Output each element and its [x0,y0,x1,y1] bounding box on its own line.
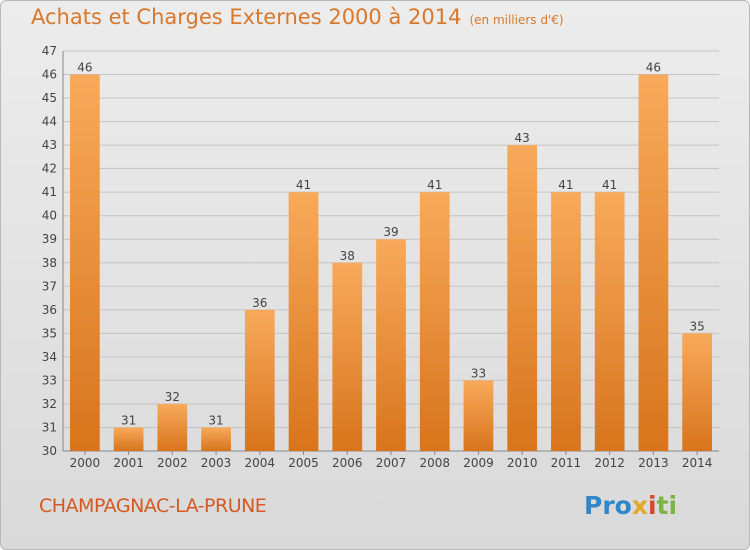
value-label: 36 [252,296,267,310]
logo-part: x [631,491,648,520]
bar [244,309,275,451]
y-tick-label: 35 [42,326,57,340]
x-tick-label: 2006 [332,456,363,470]
value-label: 41 [602,178,617,192]
bar [113,427,144,451]
x-tick-label: 2009 [463,456,494,470]
bar [594,192,625,452]
bar [419,192,450,452]
value-label: 31 [208,413,223,427]
x-tick-label: 2011 [551,456,582,470]
y-tick-label: 43 [42,138,57,152]
value-label: 31 [121,413,136,427]
x-tick-label: 2002 [157,456,188,470]
x-tick-label: 2010 [507,456,538,470]
bar [69,74,100,451]
chart-title-text: Achats et Charges Externes 2000 à 2014 [31,5,462,29]
bar [376,239,406,451]
y-tick-label: 32 [42,397,57,411]
x-tick-label: 2014 [682,456,713,470]
value-label: 41 [296,178,311,192]
bar [463,380,494,451]
bar [507,145,538,451]
x-tick-label: 2004 [245,456,276,470]
y-tick-label: 38 [42,256,57,270]
x-tick-label: 2012 [594,456,625,470]
chart-title: Achats et Charges Externes 2000 à 2014 (e… [31,5,564,29]
value-label: 46 [77,61,92,75]
x-tick-label: 2001 [113,456,144,470]
commune-name: CHAMPAGNAC-LA-PRUNE [39,495,267,517]
y-tick-label: 44 [42,115,57,129]
value-label: 32 [165,390,180,404]
logo-part: i [647,491,657,520]
y-tick-label: 41 [42,185,57,199]
logo-part: ti [656,491,678,520]
y-tick-label: 39 [42,232,57,246]
y-tick-label: 46 [42,68,57,82]
x-tick-label: 2013 [638,456,669,470]
y-tick-label: 42 [42,162,57,176]
value-label: 33 [471,366,486,380]
x-tick-label: 2008 [419,456,450,470]
proxiti-logo: Proxiti [584,491,677,520]
y-tick-label: 34 [42,350,57,364]
y-tick-label: 30 [42,444,57,458]
bar [288,192,319,452]
bar [332,262,363,451]
y-tick-label: 37 [42,279,57,293]
value-label: 35 [689,319,704,333]
value-label: 41 [427,178,442,192]
y-tick-label: 31 [42,420,57,434]
chart-subtitle: (en milliers d'€) [469,13,564,27]
value-label: 46 [646,61,661,75]
y-tick-label: 47 [42,44,57,58]
bar [638,74,669,451]
bar [551,192,581,452]
bar [157,403,188,451]
y-tick-label: 36 [42,303,57,317]
y-tick-label: 33 [42,373,57,387]
value-label: 41 [558,178,573,192]
logo-part: Pro [584,491,632,520]
value-label: 43 [515,131,530,145]
bar [682,333,713,451]
y-tick-label: 40 [42,209,57,223]
value-label: 38 [340,249,355,263]
x-tick-label: 2003 [201,456,232,470]
x-tick-label: 2000 [70,456,101,470]
x-tick-label: 2007 [376,456,407,470]
y-tick-label: 45 [42,91,57,105]
value-label: 39 [383,225,398,239]
bar [201,427,231,451]
x-tick-label: 2005 [288,456,319,470]
